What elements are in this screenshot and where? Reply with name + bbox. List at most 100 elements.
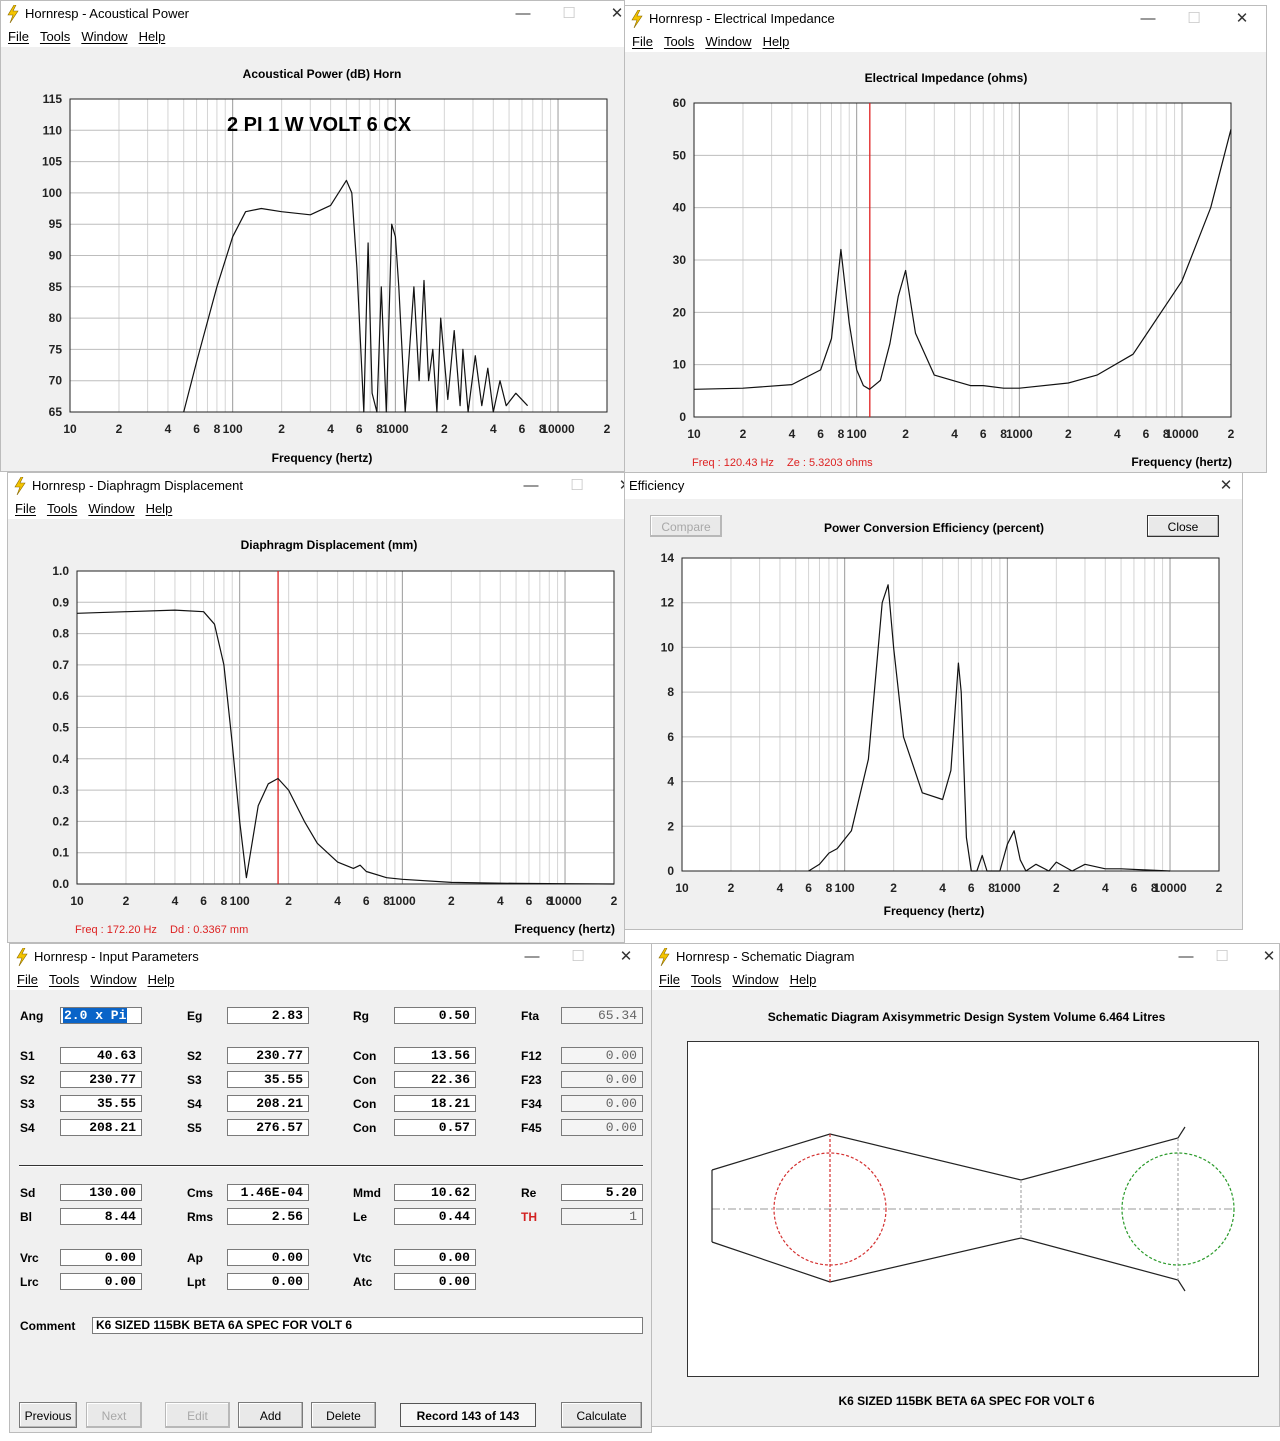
param-field-con[interactable]: 22.36 — [394, 1071, 476, 1088]
calculate-button[interactable]: Calculate — [561, 1402, 642, 1428]
param-field-ang[interactable]: 2.0 x Pi — [60, 1007, 142, 1024]
close-button[interactable]: ✕ — [1219, 477, 1233, 494]
param-field-rms[interactable]: 2.56 — [227, 1208, 309, 1225]
minimize-button[interactable]: — — [1140, 10, 1156, 27]
compare-button[interactable]: Compare — [650, 515, 722, 537]
param-field-lrc[interactable]: 0.00 — [60, 1273, 142, 1290]
title-bar[interactable]: Efficiency ✕ — [625, 473, 1242, 499]
param-field-f34[interactable]: 0.00 — [561, 1095, 643, 1112]
param-field-s5[interactable]: 276.57 — [227, 1119, 309, 1136]
param-field-f12[interactable]: 0.00 — [561, 1047, 643, 1064]
menu-window[interactable]: Window — [705, 34, 752, 49]
param-field-s4[interactable]: 208.21 — [60, 1119, 142, 1136]
efficiency-chart[interactable]: Power Conversion Efficiency (percent) 14 1… — [625, 499, 1243, 930]
param-field-f23[interactable]: 0.00 — [561, 1071, 643, 1088]
menu-file[interactable]: File — [8, 29, 29, 44]
param-label-mmd: Mmd — [353, 1186, 381, 1200]
title-bar[interactable]: Hornresp - Electrical Impedance — ☐ ✕ — [625, 6, 1266, 32]
param-field-con[interactable]: 13.56 — [394, 1047, 476, 1064]
param-field-con[interactable]: 0.57 — [394, 1119, 476, 1136]
electrical-impedance-chart[interactable]: Electrical Impedance (ohms)6050403020100… — [625, 52, 1267, 473]
param-field-bl[interactable]: 8.44 — [60, 1208, 142, 1225]
menu-window[interactable]: Window — [81, 29, 128, 44]
title-bar[interactable]: Hornresp - Diaphragm Displacement — ☐ ✕ — [8, 473, 624, 499]
readout-value: Dd : 0.3367 mm — [170, 924, 248, 936]
menu-tools[interactable]: Tools — [48, 972, 80, 987]
minimize-button[interactable]: — — [524, 948, 540, 965]
plot-panel: Electrical Impedance (ohms) 60 50 40 30 20 10 0… — [625, 52, 1266, 472]
param-field-re[interactable]: 5.20 — [561, 1184, 643, 1201]
maximize-button[interactable]: ☐ — [570, 477, 584, 494]
menu-tools[interactable]: Tools — [690, 972, 722, 987]
edit-button[interactable]: Edit — [165, 1402, 230, 1428]
param-field-vtc[interactable]: 0.00 — [394, 1249, 476, 1266]
param-field-th[interactable]: 1 — [561, 1208, 643, 1225]
menu-tools[interactable]: Tools — [46, 501, 78, 516]
close-button[interactable]: ✕ — [608, 475, 624, 497]
x-tick-label: 100 — [847, 427, 867, 441]
param-field-atc[interactable]: 0.00 — [394, 1273, 476, 1290]
close-efficiency-button[interactable]: Close — [1147, 515, 1219, 537]
menu-file[interactable]: File — [15, 501, 36, 516]
menu-file[interactable]: File — [659, 972, 680, 987]
menu-file[interactable]: File — [17, 972, 38, 987]
title-bar[interactable]: Hornresp - Acoustical Power — ☐ ✕ — [1, 1, 624, 27]
previous-button[interactable]: Previous — [19, 1402, 77, 1428]
close-button[interactable]: ✕ — [1262, 948, 1276, 965]
diaphragm-displacement-chart[interactable]: Diaphragm Displacement (mm) 1.0 0.9 0.8 0.7 0… — [8, 519, 625, 943]
param-field-cms[interactable]: 1.46E-04 — [227, 1184, 309, 1201]
param-field-eg[interactable]: 2.83 — [227, 1007, 309, 1024]
x-tick-label: 2 — [611, 894, 618, 908]
title-bar[interactable]: Hornresp - Input Parameters — ☐ ✕ — [10, 944, 651, 970]
menu-help[interactable]: Help — [762, 34, 790, 49]
menu-window[interactable]: Window — [88, 501, 135, 516]
delete-button[interactable]: Delete — [311, 1402, 376, 1428]
title-bar[interactable]: Hornresp - Schematic Diagram — ☐ ✕ — [652, 944, 1279, 970]
param-field-s4[interactable]: 208.21 — [227, 1095, 309, 1112]
param-field-s3[interactable]: 35.55 — [60, 1095, 142, 1112]
param-field-sd[interactable]: 130.00 — [60, 1184, 142, 1201]
menu-tools[interactable]: Tools — [663, 34, 695, 49]
close-button[interactable]: ✕ — [1235, 10, 1249, 27]
param-field-s3[interactable]: 35.55 — [227, 1071, 309, 1088]
param-field-s2[interactable]: 230.77 — [227, 1047, 309, 1064]
maximize-button[interactable]: ☐ — [1187, 10, 1201, 27]
menu-tools[interactable]: Tools — [39, 29, 71, 44]
param-field-ap[interactable]: 0.00 — [227, 1249, 309, 1266]
close-button[interactable]: ✕ — [619, 948, 633, 965]
menu-help[interactable]: Help — [138, 29, 166, 44]
menu-file[interactable]: File — [632, 34, 653, 49]
param-label-th: TH — [521, 1210, 537, 1224]
param-field-le[interactable]: 0.44 — [394, 1208, 476, 1225]
y-tick-label: 20 — [673, 305, 687, 319]
param-field-rg[interactable]: 0.50 — [394, 1007, 476, 1024]
menu-window[interactable]: Window — [732, 972, 779, 987]
comment-field[interactable]: K6 SIZED 115BK BETA 6A SPEC FOR VOLT 6 — [92, 1317, 643, 1334]
param-field-fta[interactable]: 65.34 — [561, 1007, 643, 1024]
x-tick-label: 4 — [165, 422, 172, 436]
menu-window[interactable]: Window — [90, 972, 137, 987]
param-field-vrc[interactable]: 0.00 — [60, 1249, 142, 1266]
param-field-mmd[interactable]: 10.62 — [394, 1184, 476, 1201]
param-field-con[interactable]: 18.21 — [394, 1095, 476, 1112]
minimize-button[interactable]: — — [515, 5, 531, 22]
diaphragm-displacement-window: Hornresp - Diaphragm Displacement — ☐ ✕ … — [7, 472, 625, 943]
menu-help[interactable]: Help — [789, 972, 817, 987]
param-field-f45[interactable]: 0.00 — [561, 1119, 643, 1136]
minimize-button[interactable]: — — [1178, 948, 1194, 965]
next-button[interactable]: Next — [86, 1402, 142, 1428]
add-button[interactable]: Add — [238, 1402, 303, 1428]
close-button[interactable]: ✕ — [610, 5, 624, 22]
param-field-lpt[interactable]: 0.00 — [227, 1273, 309, 1290]
maximize-button[interactable]: ☐ — [571, 948, 585, 965]
param-field-s2[interactable]: 230.77 — [60, 1071, 142, 1088]
x-tick-label: 8 — [988, 881, 995, 895]
maximize-button[interactable]: ☐ — [562, 5, 576, 22]
menu-help[interactable]: Help — [147, 972, 175, 987]
acoustical-power-chart[interactable]: Acoustical Power (dB) Horn 115 110 105 100 95… — [1, 47, 625, 472]
maximize-button[interactable]: ☐ — [1215, 948, 1229, 965]
menu-help[interactable]: Help — [145, 501, 173, 516]
y-tick-label: 0.6 — [52, 689, 69, 703]
minimize-button[interactable]: — — [523, 477, 539, 494]
param-field-s1[interactable]: 40.63 — [60, 1047, 142, 1064]
